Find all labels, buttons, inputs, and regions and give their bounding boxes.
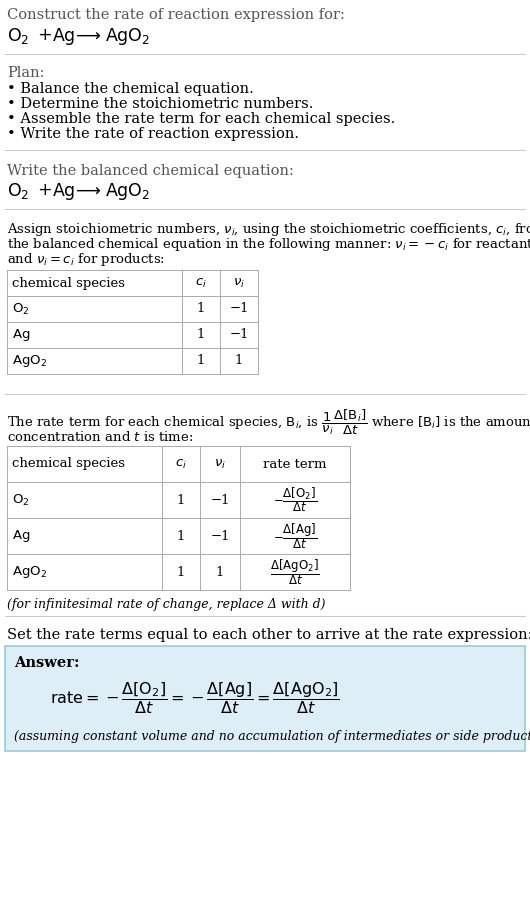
Text: −1: −1 — [229, 329, 249, 341]
Text: • Assemble the rate term for each chemical species.: • Assemble the rate term for each chemic… — [7, 112, 395, 126]
Text: $\mathrm{O_2}$: $\mathrm{O_2}$ — [7, 26, 29, 46]
Text: 1: 1 — [235, 354, 243, 368]
FancyBboxPatch shape — [5, 646, 525, 751]
Text: $\longrightarrow$: $\longrightarrow$ — [72, 181, 101, 199]
Text: $\mathrm{O_2}$: $\mathrm{O_2}$ — [12, 301, 30, 317]
Text: −1: −1 — [210, 494, 229, 507]
Text: chemical species: chemical species — [12, 277, 125, 290]
Text: $\longrightarrow$: $\longrightarrow$ — [72, 26, 101, 44]
Text: $\mathrm{O_2}$: $\mathrm{O_2}$ — [12, 492, 30, 508]
Text: $-\dfrac{\Delta[\mathrm{Ag}]}{\Delta t}$: $-\dfrac{\Delta[\mathrm{Ag}]}{\Delta t}$ — [273, 521, 317, 551]
Text: −1: −1 — [229, 302, 249, 315]
Text: Set the rate terms equal to each other to arrive at the rate expression:: Set the rate terms equal to each other t… — [7, 628, 530, 642]
Text: $\mathrm{AgO_2}$: $\mathrm{AgO_2}$ — [12, 564, 47, 580]
Text: (assuming constant volume and no accumulation of intermediates or side products): (assuming constant volume and no accumul… — [14, 730, 530, 743]
Text: Construct the rate of reaction expression for:: Construct the rate of reaction expressio… — [7, 8, 345, 22]
Text: $\mathrm{rate} = -\dfrac{\Delta[\mathrm{O_2}]}{\Delta t} = -\dfrac{\Delta[\mathr: $\mathrm{rate} = -\dfrac{\Delta[\mathrm{… — [50, 680, 340, 716]
Text: 1: 1 — [216, 566, 224, 578]
Text: $\mathrm{Ag}$: $\mathrm{Ag}$ — [52, 26, 75, 47]
Text: • Write the rate of reaction expression.: • Write the rate of reaction expression. — [7, 127, 299, 141]
Text: $\mathrm{AgO_2}$: $\mathrm{AgO_2}$ — [12, 353, 47, 369]
Text: Plan:: Plan: — [7, 66, 45, 80]
Text: 1: 1 — [197, 302, 205, 315]
Text: 1: 1 — [197, 354, 205, 368]
Text: 1: 1 — [197, 329, 205, 341]
Text: 1: 1 — [177, 529, 185, 542]
Text: rate term: rate term — [263, 458, 327, 470]
Text: Answer:: Answer: — [14, 656, 80, 670]
Text: Assign stoichiometric numbers, $\nu_i$, using the stoichiometric coefficients, $: Assign stoichiometric numbers, $\nu_i$, … — [7, 221, 530, 238]
Text: Write the balanced chemical equation:: Write the balanced chemical equation: — [7, 164, 294, 178]
Text: $\mathrm{Ag}$: $\mathrm{Ag}$ — [12, 528, 30, 544]
Text: $\nu_i$: $\nu_i$ — [233, 276, 245, 290]
Text: $c_i$: $c_i$ — [175, 458, 187, 470]
Text: $c_i$: $c_i$ — [195, 276, 207, 290]
Text: 1: 1 — [177, 494, 185, 507]
Text: 1: 1 — [177, 566, 185, 578]
Text: the balanced chemical equation in the following manner: $\nu_i = -c_i$ for react: the balanced chemical equation in the fo… — [7, 236, 530, 253]
Text: • Balance the chemical equation.: • Balance the chemical equation. — [7, 82, 254, 96]
Text: $\mathrm{O_2}$: $\mathrm{O_2}$ — [7, 181, 29, 201]
Text: $-\dfrac{\Delta[\mathrm{O_2}]}{\Delta t}$: $-\dfrac{\Delta[\mathrm{O_2}]}{\Delta t}… — [273, 486, 317, 515]
Text: −1: −1 — [210, 529, 229, 542]
Text: and $\nu_i = c_i$ for products:: and $\nu_i = c_i$ for products: — [7, 251, 165, 268]
Text: • Determine the stoichiometric numbers.: • Determine the stoichiometric numbers. — [7, 97, 313, 111]
Text: $\mathrm{AgO_2}$: $\mathrm{AgO_2}$ — [105, 181, 151, 202]
Text: concentration and $t$ is time:: concentration and $t$ is time: — [7, 430, 193, 444]
Text: $\mathrm{Ag}$: $\mathrm{Ag}$ — [52, 181, 75, 202]
Text: $\nu_i$: $\nu_i$ — [214, 458, 226, 470]
Text: $+$: $+$ — [37, 181, 52, 199]
Text: chemical species: chemical species — [12, 458, 125, 470]
Text: $\mathrm{AgO_2}$: $\mathrm{AgO_2}$ — [105, 26, 151, 47]
Text: $\mathrm{Ag}$: $\mathrm{Ag}$ — [12, 327, 30, 343]
Text: (for infinitesimal rate of change, replace Δ with d): (for infinitesimal rate of change, repla… — [7, 598, 325, 611]
Text: $+$: $+$ — [37, 26, 52, 44]
Text: The rate term for each chemical species, $\mathrm{B}_i$, is $\dfrac{1}{\nu_i}\df: The rate term for each chemical species,… — [7, 408, 530, 438]
Text: $\dfrac{\Delta[\mathrm{AgO_2}]}{\Delta t}$: $\dfrac{\Delta[\mathrm{AgO_2}]}{\Delta t… — [270, 558, 320, 587]
